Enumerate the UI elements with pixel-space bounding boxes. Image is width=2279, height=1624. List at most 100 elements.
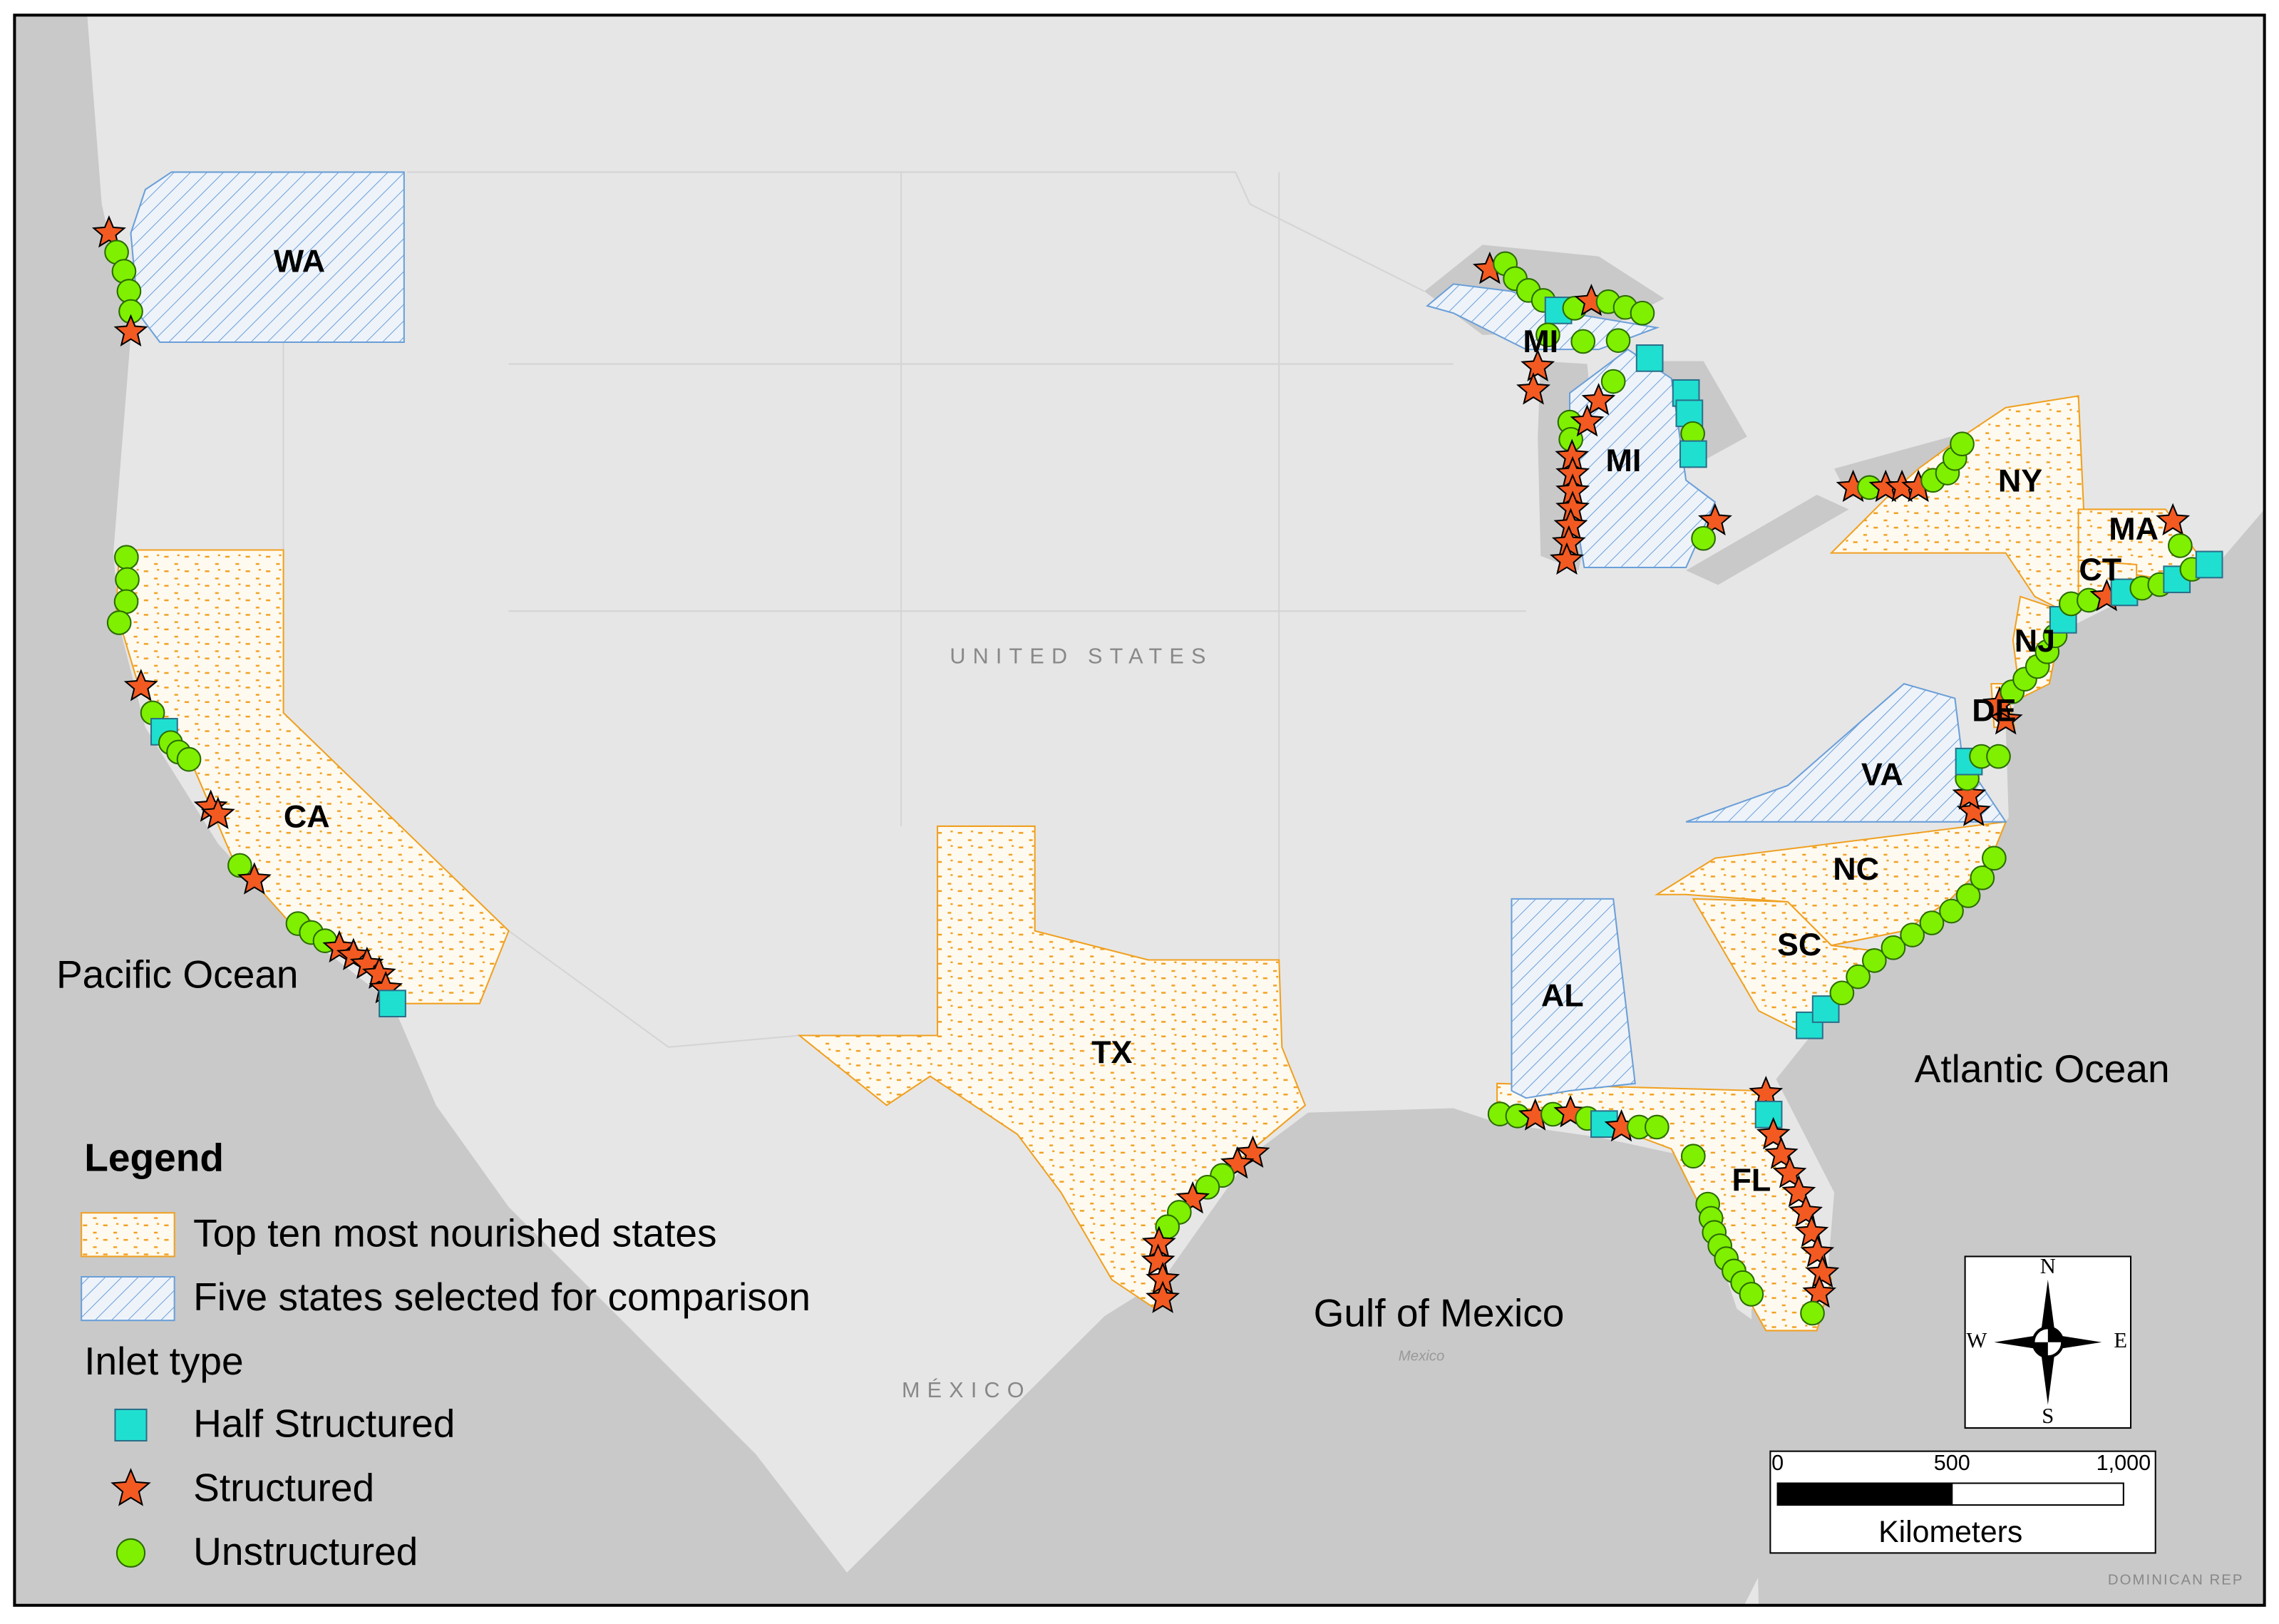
structured-inlet bbox=[1141, 1243, 1175, 1276]
state-label: CT bbox=[2079, 551, 2121, 587]
compass-label: N bbox=[2040, 1254, 2056, 1278]
unstructured-inlet bbox=[115, 567, 140, 592]
water-label: Pacific Ocean bbox=[56, 952, 299, 997]
frame bbox=[13, 14, 2266, 1607]
structured-inlet bbox=[1789, 1194, 1823, 1227]
legend-label: Top ten most nourished states bbox=[193, 1211, 716, 1255]
pacific bbox=[14, 15, 873, 1605]
lake-erie bbox=[1686, 495, 1849, 585]
structured-inlet bbox=[1516, 372, 1551, 405]
compass-label: W bbox=[1966, 1328, 1987, 1352]
state-label: AL bbox=[1541, 977, 1584, 1013]
unstructured-inlet bbox=[1900, 923, 1925, 947]
unstructured-inlet bbox=[114, 545, 139, 570]
state-mi-upper bbox=[1426, 283, 1660, 351]
structured-inlet bbox=[1521, 349, 1555, 381]
compass-needle bbox=[2040, 1280, 2056, 1342]
country-label: MÉXICO bbox=[902, 1377, 1032, 1402]
unstructured-inlet bbox=[176, 746, 202, 772]
state-label: NY bbox=[1998, 463, 2042, 499]
legend-label: Structured bbox=[193, 1465, 374, 1509]
water-label: Gulf of Mexico bbox=[1314, 1291, 1565, 1335]
scale-tick-label: 1,000 bbox=[2097, 1451, 2151, 1475]
nourished-states bbox=[115, 395, 2203, 1332]
unstructured-inlet bbox=[1645, 1114, 1670, 1140]
state-wa bbox=[130, 171, 405, 343]
north-arrow: N S E W bbox=[1964, 1254, 2132, 1429]
state-label: MA bbox=[2109, 510, 2159, 547]
scale-tick-label: 500 bbox=[1934, 1451, 1970, 1475]
legend-label: Half Structured bbox=[193, 1402, 455, 1446]
structured-inlet bbox=[237, 862, 272, 895]
unstructured-inlet bbox=[1570, 329, 1596, 354]
structured-inlet bbox=[1756, 1116, 1791, 1150]
gulf bbox=[813, 1108, 1832, 1605]
structured-inlet bbox=[91, 215, 126, 248]
atlantic bbox=[1751, 509, 2265, 1605]
unstructured-inlet bbox=[1950, 431, 1975, 457]
unstructured-inlet bbox=[115, 1538, 146, 1568]
country-label: DOMINICAN REP bbox=[2108, 1573, 2244, 1588]
half-structured-inlet bbox=[2195, 550, 2223, 579]
state-label: FL bbox=[1732, 1161, 1771, 1198]
basemap-label: Mexico bbox=[1399, 1349, 1445, 1365]
unstructured-inlet bbox=[1605, 328, 1631, 354]
unstructured-inlet bbox=[1680, 1144, 1706, 1169]
unstructured-inlet bbox=[227, 853, 252, 878]
unstructured-inlet bbox=[1986, 744, 2011, 769]
unstructured-inlet bbox=[113, 589, 139, 615]
state-label: MI bbox=[1606, 442, 1642, 478]
half-structured-inlet bbox=[1679, 440, 1707, 468]
unstructured-inlet bbox=[1881, 935, 1906, 960]
compass-needle bbox=[2040, 1342, 2056, 1405]
state-va bbox=[1685, 682, 2007, 823]
scale-tick-label: 0 bbox=[1771, 1451, 1784, 1475]
structured-inlet bbox=[1581, 383, 1616, 416]
compass-center bbox=[2033, 1327, 2063, 1357]
structured-inlet bbox=[1146, 1280, 1180, 1313]
scale-segment bbox=[1951, 1482, 2124, 1506]
unstructured-inlet bbox=[1829, 980, 1855, 1006]
country-label: UNITED STATES bbox=[950, 644, 1213, 668]
state-label: NJ bbox=[2015, 622, 2055, 659]
borders bbox=[282, 171, 1526, 1048]
structured-inlet bbox=[200, 796, 235, 829]
structured-inlet bbox=[1794, 1214, 1829, 1248]
structured-inlet bbox=[110, 1468, 151, 1506]
structured-inlet bbox=[1549, 542, 1584, 575]
scale-bar: 0 500 1,000 Kilometers bbox=[1769, 1450, 2156, 1554]
state-label: CA bbox=[284, 798, 330, 835]
legend: Legend Top ten most nourished states Fiv… bbox=[81, 1135, 811, 1573]
unstructured-inlet bbox=[1862, 948, 1887, 973]
border bbox=[508, 930, 800, 1048]
state-label: TX bbox=[1091, 1034, 1132, 1070]
compass-label: E bbox=[2114, 1328, 2127, 1352]
legend-title: Legend bbox=[84, 1135, 224, 1179]
state-label: SC bbox=[1777, 926, 1821, 962]
half-structured-inlet bbox=[114, 1408, 148, 1441]
unstructured-inlet bbox=[1739, 1282, 1764, 1307]
unstructured-inlet bbox=[106, 610, 132, 635]
state-label: NC bbox=[1833, 850, 1879, 887]
legend-label: Five states selected for comparison bbox=[193, 1275, 811, 1319]
structured-inlet bbox=[1697, 503, 1732, 536]
scale-segment bbox=[1776, 1482, 1953, 1506]
structured-inlet bbox=[1802, 1275, 1836, 1308]
legend-swatch bbox=[81, 1212, 175, 1258]
unstructured-inlet bbox=[1691, 525, 1716, 551]
half-structured-inlet bbox=[1635, 344, 1664, 372]
half-structured-inlet bbox=[1754, 1100, 1783, 1129]
legend-swatch bbox=[81, 1275, 175, 1322]
legend-markers bbox=[110, 1408, 151, 1568]
unstructured-inlet bbox=[1846, 964, 1871, 990]
unstructured-inlet bbox=[1955, 883, 1981, 908]
unstructured-inlet bbox=[1630, 300, 1655, 326]
structured-inlet bbox=[1805, 1255, 1840, 1288]
unstructured-inlet bbox=[1970, 865, 1995, 890]
unstructured-inlet bbox=[1535, 322, 1560, 348]
structured-inlet bbox=[123, 669, 158, 701]
state-al bbox=[1511, 898, 1636, 1099]
legend-label: Unstructured bbox=[193, 1529, 418, 1573]
